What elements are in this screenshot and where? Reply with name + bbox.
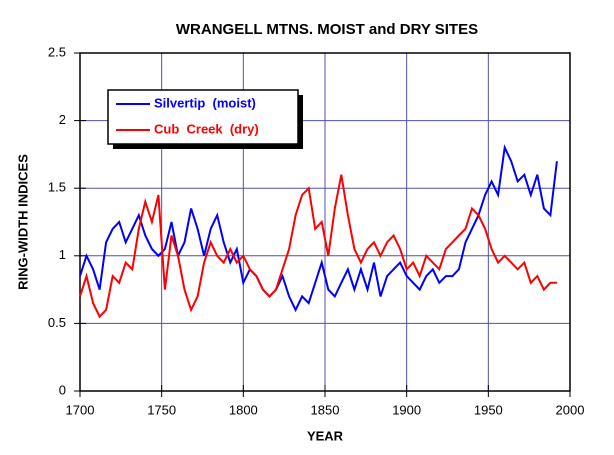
x-tick-label: 1900 bbox=[392, 402, 421, 417]
x-tick-label: 1800 bbox=[229, 402, 258, 417]
y-tick-label: 0 bbox=[59, 382, 66, 397]
x-tick-label: 2000 bbox=[556, 402, 585, 417]
legend-box bbox=[107, 89, 299, 145]
legend-label: Silvertip (moist) bbox=[154, 95, 256, 110]
y-tick-label: 2.5 bbox=[48, 44, 66, 59]
chart-title: WRANGELL MTNS. MOIST and DRY SITES bbox=[176, 21, 478, 38]
legend-label: Cub Creek (dry) bbox=[154, 121, 259, 136]
x-tick-label: 1850 bbox=[311, 402, 340, 417]
x-axis-label: YEAR bbox=[307, 428, 344, 443]
series-line bbox=[79, 174, 557, 319]
y-tick-label: 1.5 bbox=[48, 180, 66, 195]
plot-frame bbox=[79, 52, 571, 392]
x-tick-label: 1750 bbox=[147, 402, 176, 417]
x-tick-label: 1700 bbox=[66, 402, 95, 417]
series-line bbox=[79, 144, 558, 313]
y-tick-label: 2 bbox=[59, 112, 66, 127]
y-tick-label: 0.5 bbox=[48, 315, 66, 330]
x-tick-label: 1950 bbox=[474, 402, 503, 417]
y-axis-label: RING-WIDTH INDICES bbox=[15, 154, 30, 290]
y-tick-label: 1 bbox=[59, 247, 66, 262]
